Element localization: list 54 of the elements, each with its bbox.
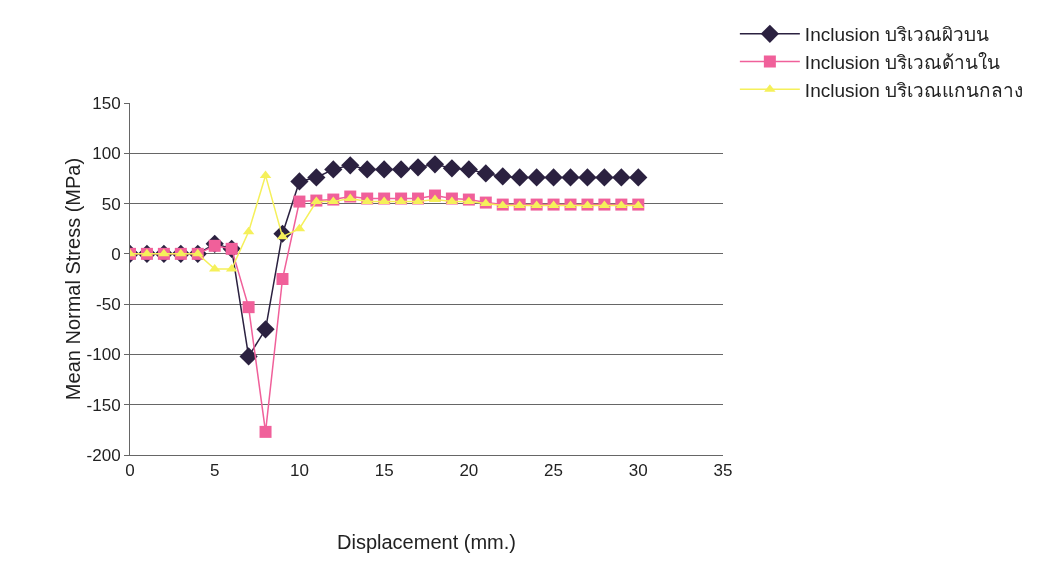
point: [391, 160, 411, 179]
point: [408, 158, 428, 177]
x-tick-label: 10: [289, 461, 309, 481]
point: [361, 196, 373, 205]
x-axis-title: Displacement (mm.): [337, 530, 516, 553]
point: [612, 168, 631, 187]
point: [510, 168, 529, 187]
legend-label: Inclusion บริเวณผิวบน: [804, 24, 990, 46]
point: [429, 194, 441, 203]
point: [527, 168, 546, 187]
x-tick-label: 20: [459, 461, 479, 481]
point: [446, 196, 458, 205]
point: [561, 168, 580, 187]
point: [629, 168, 648, 187]
x-tick-label: 15: [374, 461, 394, 481]
point: [259, 425, 272, 438]
point: [544, 168, 563, 187]
point: [239, 347, 258, 366]
point: [395, 196, 407, 205]
point: [425, 155, 445, 174]
legend-label: Inclusion บริเวณด้านใน: [804, 51, 1001, 73]
y-tick-label: -50: [96, 295, 121, 315]
point: [290, 172, 309, 191]
y-tick-label: 100: [92, 144, 121, 164]
point: [293, 195, 306, 208]
point: [276, 273, 289, 285]
point: [578, 168, 597, 187]
y-tick-label: -150: [86, 395, 121, 415]
y-axis-title: Mean Normal Stress (MPa): [62, 157, 84, 401]
point: [324, 160, 343, 179]
point: [242, 301, 255, 314]
x-tick-label: 5: [209, 461, 220, 481]
y-tick-label: 150: [92, 93, 121, 113]
x-tick-label: 0: [125, 461, 135, 481]
point: [378, 196, 390, 205]
x-tick-label: 30: [628, 461, 648, 481]
legend-label: Inclusion บริเวณแกนกลาง: [804, 79, 1024, 101]
y-tick-label: -100: [86, 345, 121, 365]
point: [493, 167, 512, 186]
point: [476, 164, 495, 183]
point: [375, 160, 394, 179]
point: [307, 168, 326, 187]
point: [341, 156, 360, 175]
point: [412, 196, 424, 205]
point: [256, 320, 275, 339]
x-tick-label: 35: [713, 461, 733, 481]
y-tick-label: -200: [86, 445, 121, 465]
x-tick-label: 25: [544, 461, 564, 481]
point: [358, 160, 377, 179]
y-tick-label: 50: [101, 194, 121, 214]
point: [595, 168, 614, 187]
point: [442, 159, 462, 178]
y-tick-label: 0: [111, 244, 121, 264]
point: [459, 160, 478, 179]
